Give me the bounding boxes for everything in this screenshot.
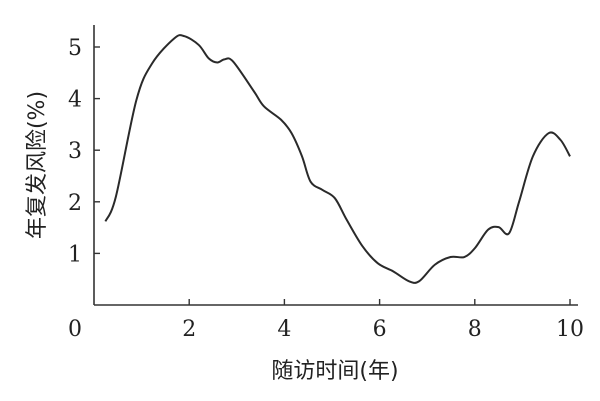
- series-line: [104, 34, 571, 284]
- y-tick-label: 2: [68, 191, 82, 216]
- x-tick-label: 6: [373, 317, 387, 342]
- y-axis-title: 年复发风险(%): [25, 91, 50, 239]
- origin-label: 0: [68, 317, 82, 342]
- y-tick-label: 4: [68, 88, 82, 113]
- x-tick-label: 4: [277, 317, 291, 342]
- y-tick-label: 5: [68, 36, 82, 61]
- x-tick-label: 8: [468, 317, 482, 342]
- x-tick-label: 2: [182, 317, 196, 342]
- y-tick-label: 3: [68, 139, 82, 164]
- x-tick-label: 10: [556, 317, 584, 342]
- x-axis-title: 随访时间(年): [271, 359, 398, 384]
- y-tick-label: 1: [68, 242, 82, 267]
